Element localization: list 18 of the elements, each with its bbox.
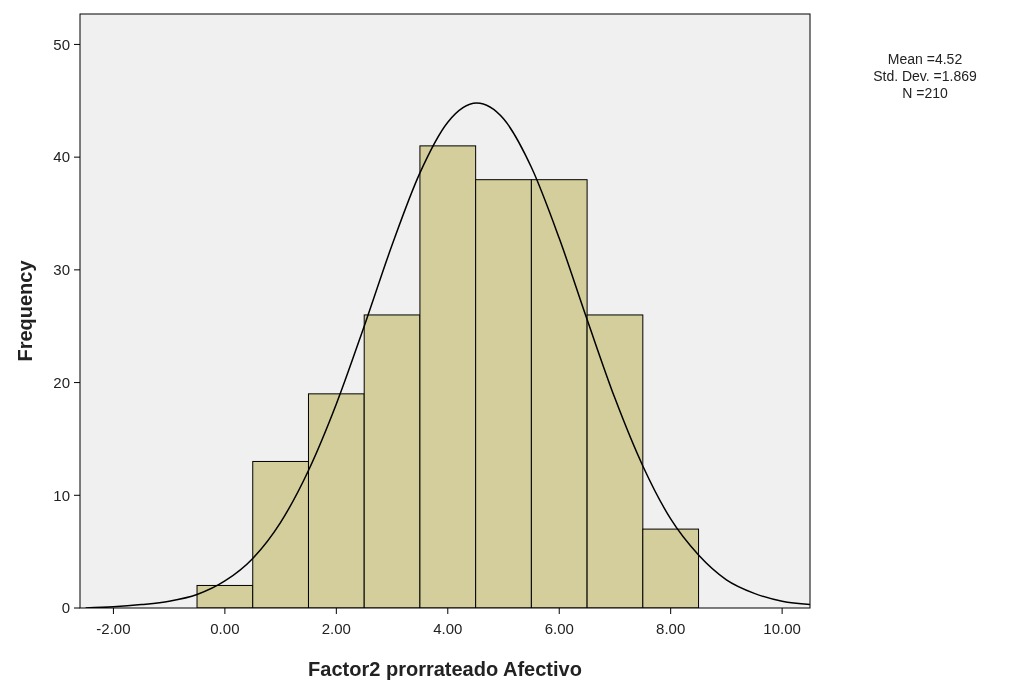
- x-tick-label: 4.00: [433, 620, 463, 637]
- x-tick-label: -2.00: [96, 620, 131, 637]
- y-tick-label: 40: [53, 148, 70, 166]
- text: Mean =4.52: [887, 51, 963, 67]
- x-tick-label: 10.00: [763, 620, 801, 637]
- x-axis-title: Factor2 prorrateado Afectivo: [308, 658, 582, 680]
- x-tick-label: 0.00: [210, 620, 240, 637]
- y-tick-label: 50: [53, 35, 70, 53]
- y-tick-label: 0: [61, 599, 70, 617]
- y-tick-label: 20: [53, 373, 70, 391]
- text: N =210: [902, 85, 948, 101]
- x-tick-label: 6.00: [544, 620, 574, 637]
- y-axis-title: Frequency: [14, 259, 36, 362]
- x-tick-label: 2.00: [321, 620, 351, 637]
- y-tick-label: 10: [53, 486, 70, 504]
- text: Std. Dev. =1.869: [873, 68, 978, 84]
- y-tick-label: 30: [53, 261, 70, 279]
- x-tick-label: 8.00: [656, 620, 686, 637]
